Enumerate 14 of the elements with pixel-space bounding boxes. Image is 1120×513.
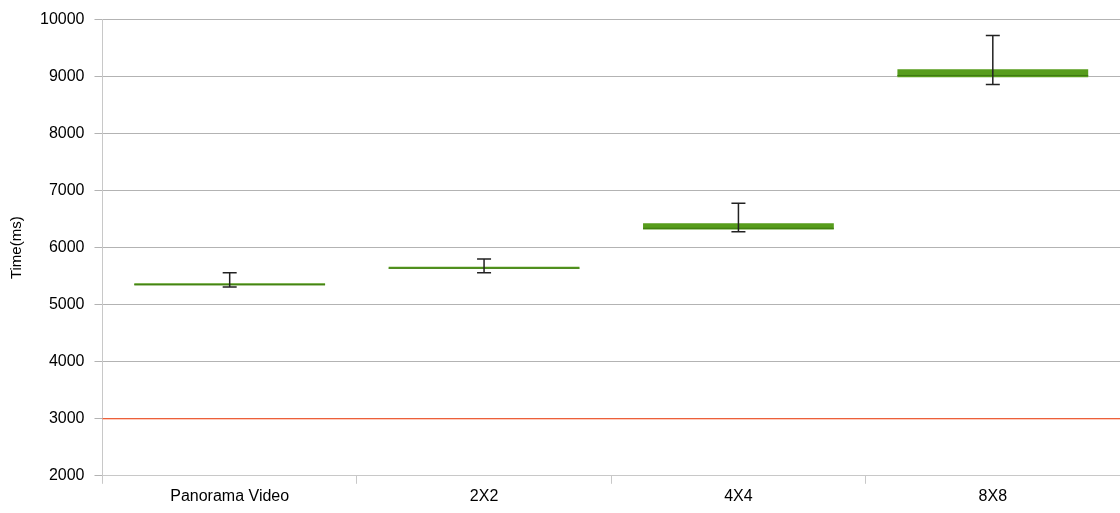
- y-tick-label: 9000: [48, 67, 85, 85]
- y-tick-label: 10000: [39, 10, 85, 28]
- y-tick-label: 3000: [48, 409, 85, 427]
- y-tick-label: 6000: [48, 238, 85, 256]
- y-axis-title: Time(ms): [7, 216, 25, 280]
- y-tick-label: 2000: [48, 466, 85, 484]
- x-tick-label: 2X2: [469, 486, 499, 504]
- y-tick-label: 7000: [48, 181, 85, 199]
- x-tick-label: 4X4: [724, 486, 753, 504]
- y-tick-label: 5000: [48, 295, 85, 313]
- y-tick-label: 4000: [48, 352, 85, 370]
- x-tick-label: Panorama Video: [170, 486, 290, 504]
- y-tick-label: 8000: [48, 124, 85, 142]
- x-tick-label: 8X8: [978, 486, 1008, 504]
